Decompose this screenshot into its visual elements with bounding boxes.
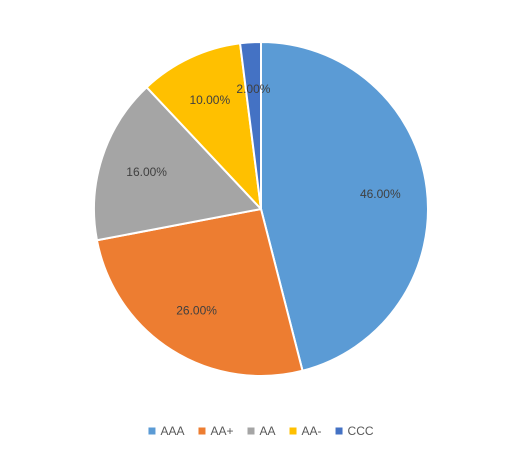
data-label-ccc: 2.00% bbox=[236, 82, 270, 96]
pie-data-labels: 46.00% 26.00% 16.00% 10.00% 2.00% bbox=[126, 82, 401, 318]
legend: AAA AA+ AA AA- CCC bbox=[148, 424, 374, 438]
pie-slice-aa-minus bbox=[145, 42, 262, 210]
legend-item-aa: AA bbox=[247, 424, 276, 438]
pie-slice-aaa bbox=[260, 41, 429, 372]
legend-label-aa: AA bbox=[260, 424, 276, 438]
data-label-aa-plus: 26.00% bbox=[176, 304, 217, 318]
data-label-aa: 16.00% bbox=[126, 165, 167, 179]
pie-slices bbox=[93, 41, 429, 377]
legend-item-aaa: AAA bbox=[148, 424, 184, 438]
pie-slice-aa bbox=[93, 86, 262, 242]
legend-item-ccc: CCC bbox=[335, 424, 374, 438]
legend-swatch-aa-plus bbox=[198, 427, 206, 435]
pie-slice-aa-plus bbox=[95, 208, 304, 377]
data-label-aaa: 46.00% bbox=[360, 187, 401, 201]
legend-item-aa-minus: AA- bbox=[289, 424, 322, 438]
legend-item-aa-plus: AA+ bbox=[198, 424, 234, 438]
legend-swatch-aa bbox=[247, 427, 255, 435]
legend-swatch-aaa bbox=[148, 427, 156, 435]
legend-label-aa-plus: AA+ bbox=[210, 424, 233, 438]
pie-slice-ccc bbox=[239, 41, 262, 210]
legend-label-aa-minus: AA- bbox=[302, 424, 322, 438]
legend-swatch-ccc bbox=[335, 427, 343, 435]
data-label-aa-minus: 10.00% bbox=[189, 93, 230, 107]
legend-label-ccc: CCC bbox=[348, 424, 374, 438]
legend-swatch-aa-minus bbox=[289, 427, 297, 435]
legend-label-aaa: AAA bbox=[160, 424, 184, 438]
